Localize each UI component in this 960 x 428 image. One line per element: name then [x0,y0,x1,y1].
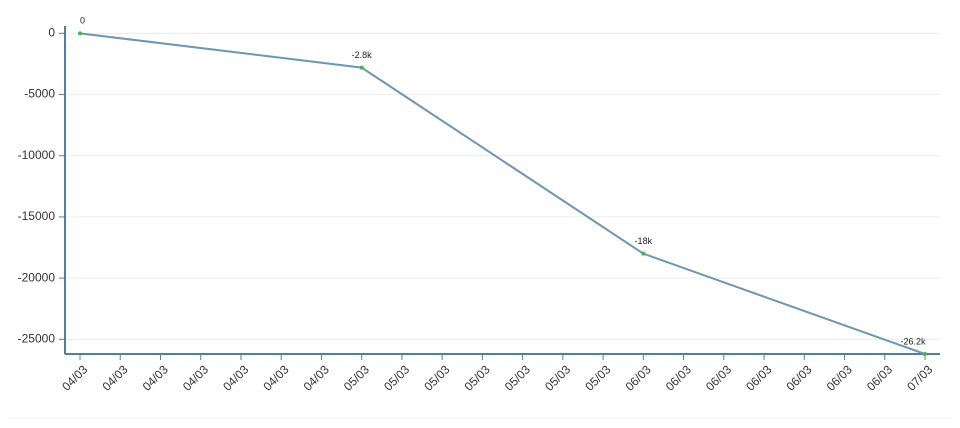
point [641,251,646,256]
x-tick-label: 06/03 [824,362,855,393]
x-tick-label: 04/03 [180,362,211,393]
x-tick-label: 06/03 [743,362,774,393]
x-tick-label: 04/03 [99,362,130,393]
line [79,32,926,355]
y-tick-label: -20000 [18,270,56,284]
x-tick-label: 04/03 [140,362,171,393]
y-tick-label: -15000 [18,209,56,223]
point [359,65,364,70]
x-tick-label: 04/03 [220,362,251,393]
value-label: -2.8k [352,50,373,60]
y-tick-label: -25000 [18,331,56,345]
x-tick-label: 05/03 [421,362,452,393]
x-tick-label: 06/03 [864,362,895,393]
value-label: -18k [635,236,653,246]
x-tick-label: 04/03 [301,362,332,393]
point [923,352,927,356]
y-tick-label: 0 [48,26,55,40]
x-tick-label: 04/03 [59,362,90,393]
x-tick-label: 06/03 [703,362,734,393]
x-tick-label: 06/03 [784,362,815,393]
y-tick-label: -5000 [24,87,55,101]
value-label: -26.2k [900,336,926,346]
x-tick-label: 06/03 [623,362,654,393]
x-tick-label: 05/03 [542,362,573,393]
x-tick-label: 05/03 [381,362,412,393]
x-tick-label: 04/03 [260,362,291,393]
x-tick-label: 05/03 [502,362,533,393]
point [78,31,82,36]
x-tick-label: 07/03 [904,362,935,393]
x-tick-label: 06/03 [663,362,694,393]
x-tick-label: 05/03 [582,362,613,393]
x-tick-label: 05/03 [341,362,372,393]
value-label: 0 [80,16,85,26]
y-tick-label: -10000 [18,148,56,162]
x-tick-label: 05/03 [462,362,493,393]
